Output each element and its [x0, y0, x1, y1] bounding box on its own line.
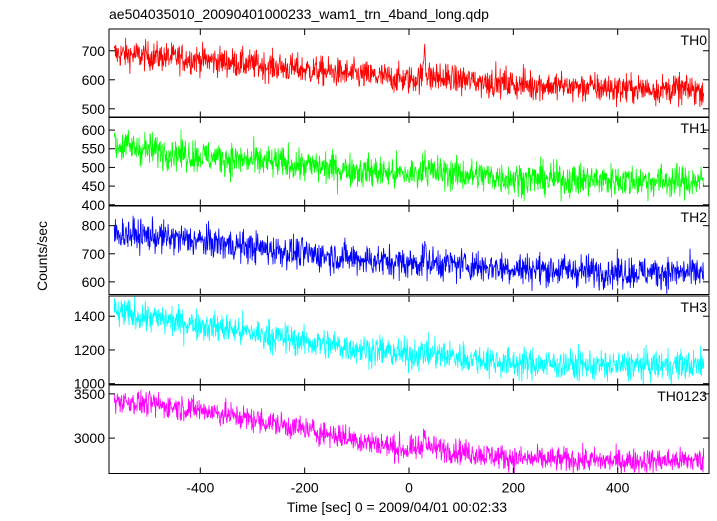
y-tick-label: 500 — [82, 101, 106, 117]
x-tick-label: 400 — [606, 480, 630, 496]
y-tick-label: 400 — [82, 197, 106, 213]
panel-label-th0: TH0 — [681, 32, 708, 48]
panel-label-th3: TH3 — [681, 299, 708, 315]
y-tick-label: 600 — [82, 274, 106, 290]
x-tick-label: 0 — [405, 480, 413, 496]
x-tick-label: 200 — [502, 480, 526, 496]
panel-label-th2: TH2 — [681, 209, 708, 225]
panel-label-th1: TH1 — [681, 120, 708, 136]
panel-th3: 1000 1200 1400 TH3 — [74, 295, 710, 392]
x-tick-label: -400 — [186, 480, 214, 496]
panel-th1: 400 450 500 550 600 TH1 — [82, 116, 710, 213]
y-tick-label: 600 — [82, 72, 106, 88]
y-tick-label: 3500 — [74, 386, 105, 402]
series-line-th1 — [113, 129, 705, 202]
series-line-th2 — [113, 215, 705, 295]
y-tick-label: 500 — [82, 159, 106, 175]
y-axis-title: Counts/sec — [34, 221, 50, 291]
y-tick-label: 800 — [82, 218, 106, 234]
panel-label-th0123: TH0123 — [657, 388, 707, 404]
series-line-th0123 — [113, 389, 705, 474]
panel-frame — [108, 205, 710, 295]
y-tick-label: 600 — [82, 122, 106, 138]
y-tick-label: 3000 — [74, 430, 105, 446]
y-tick-label: 700 — [82, 43, 106, 59]
x-axis-title: Time [sec] 0 = 2009/04/01 00:02:33 — [287, 499, 507, 515]
panel-th2: 600 700 800 TH2 — [82, 205, 710, 295]
panel-th0: 500 600 700 TH0 — [82, 28, 710, 118]
panel-th0123: 3000 3500 TH0123 -400 -200 0 200 400 — [74, 384, 710, 496]
x-tick-label: -200 — [291, 480, 319, 496]
chart-title: ae504035010_20090401000233_wam1_trn_4ban… — [109, 6, 489, 22]
series-line-th3 — [113, 296, 705, 385]
y-tick-label: 1200 — [74, 342, 105, 358]
y-tick-label: 1000 — [74, 376, 105, 392]
y-tick-label: 550 — [82, 141, 106, 157]
chart-panels: 500 600 700 TH0 400 450 500 550 600 TH1 600 700 800 T… — [74, 28, 710, 496]
series-line-th0 — [113, 37, 705, 108]
y-tick-label: 1400 — [74, 308, 105, 324]
y-tick-label: 700 — [82, 246, 106, 262]
y-tick-label: 450 — [82, 178, 106, 194]
